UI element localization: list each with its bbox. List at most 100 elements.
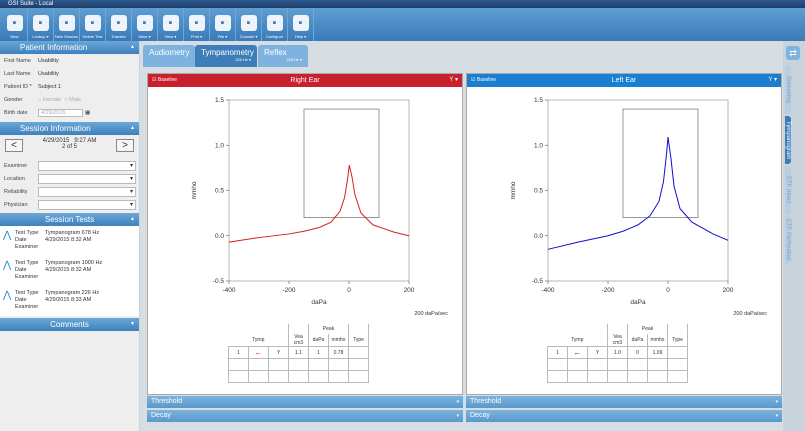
frequency-dropdown[interactable]: 226 Hz ▾ [235,57,251,62]
label: Test Type [15,230,39,236]
last-name-value[interactable]: Usability [38,70,59,77]
expand-icon[interactable]: ▾ [775,399,778,405]
refresh-icon[interactable]: ⇄ [786,46,800,60]
table-row[interactable]: 1 ← Y 1.0 0 1.09 [547,346,688,359]
session-tests-header[interactable]: Session Tests ▴ [0,213,139,226]
calendar-icon[interactable]: ▦ [85,109,91,116]
tympanogram-chart: -0.5 0.0 0.5 1.0 1.5 -400 -200 0 200 daPa mmho 200 … [191,97,448,317]
tab-reflex[interactable]: Reflex 226 Hz ▾ [258,45,308,67]
right-tab[interactable]: ETF Perforated [785,216,791,264]
expand-icon[interactable]: ▾ [456,399,459,405]
table-cell [607,370,628,383]
birth-date-label: Birth date [4,109,28,116]
session-test-item[interactable]: ⋀ Test Type Tympanogram 1000 Hz Date 4/29/20… [0,256,139,286]
toolbar-button[interactable]: ▪ New [2,8,28,41]
field-dropdown[interactable] [38,199,136,210]
right-tab[interactable]: Screening [785,66,791,114]
right-tab[interactable]: ETF Intact [785,166,791,214]
baseline-checkbox[interactable]: ☑ Baseline [471,77,497,83]
male-radio[interactable]: ○ Male [64,96,82,103]
toolbar-button[interactable]: ▪ Delete Test [80,8,106,41]
table-row[interactable]: 1 ← Y 1.1 1 0.78 [228,346,369,359]
patient-info-header[interactable]: Patient Information ▴ [0,41,139,54]
toolbar-label: Help ▾ [294,34,307,39]
field-dropdown[interactable] [38,160,136,171]
section-title: Patient Information [20,43,88,52]
table-row[interactable] [547,358,688,371]
toolbar-button[interactable]: ▪ New Session [54,8,80,41]
toolbar-button[interactable]: ▪ Counsel ▾ [236,8,262,41]
collapse-icon[interactable]: ▴ [130,125,134,131]
column-header: daPa [308,334,329,347]
frequency-dropdown[interactable]: 226 Hz ▾ [286,57,302,62]
threshold-bar[interactable]: Threshold ▾ [147,396,463,408]
tab-label: Tympanometry [201,48,254,57]
birth-date-input[interactable]: 4/29/2015 [38,108,83,117]
table-cell [328,370,349,383]
expand-icon[interactable]: ▾ [130,321,134,327]
y-dropdown[interactable]: Y ▾ [768,77,777,83]
toolbar-button[interactable]: ▪ File ▾ [210,8,236,41]
session-count: 2 of 5 [61,144,77,150]
test-type: Tympanogram 226 Hz [45,290,100,296]
main-area: Audiometry Tympanometry 226 Hz ▾ Reflex 22… [140,41,783,431]
session-test-item[interactable]: ⋀ Test Type Tympanogram 678 Hz Date 4/29/201… [0,226,139,256]
tab-tympanometry[interactable]: Tympanometry 226 Hz ▾ [195,45,257,67]
y-tick-label: 0.5 [215,188,224,195]
left-ear-panel: ☑ Baseline Left Ear Y ▾ -0.5 0.0 0.5 1.0 1.5 -40… [466,73,782,395]
first-name-value[interactable]: Usability [38,57,59,64]
field-dropdown[interactable] [38,173,136,184]
table-cell [667,358,688,371]
next-session-button[interactable]: > [116,139,134,152]
table-cell: 0.78 [328,346,349,359]
right-tab[interactable]: Tympanogram [785,116,791,164]
session-info-header[interactable]: Session Information ▴ [0,122,139,135]
table-cell [647,370,668,383]
field-label: Physician [4,201,28,208]
toolbar-button[interactable]: ▪ Help ▾ [288,8,314,41]
x-tick-label: -400 [222,287,235,294]
field-dropdown[interactable] [38,186,136,197]
trash-icon: ▪ [84,15,101,31]
table-cell: Y [268,346,289,359]
decay-bar[interactable]: Decay ▾ [466,410,782,422]
toolbar: ▪ New ▪ Lookup ▾ ▪ New Session ▪ Delete Test ▪ Tr… [0,8,805,41]
toolbar-button[interactable]: ▪ Lookup ▾ [28,8,54,41]
toolbar-button[interactable]: ▪ Save ▾ [132,8,158,41]
tympanogram-curve [547,137,729,250]
table-cell: 0 [627,346,648,359]
baseline-label: Baseline [476,77,497,83]
prev-session-button[interactable]: < [5,139,23,152]
toolbar-button[interactable]: ▪ Configure [262,8,288,41]
toolbar-button[interactable]: ▪ View ▾ [158,8,184,41]
patient-id-value[interactable]: Subject 1 [38,83,61,90]
table-row[interactable] [547,370,688,383]
session-test-item[interactable]: ⋀ Test Type Tympanogram 226 Hz Date 4/29/201… [0,286,139,316]
collapse-icon[interactable]: ▴ [130,216,134,222]
female-radio[interactable]: ○ Female [38,96,62,103]
table-row[interactable] [228,358,369,371]
threshold-bar[interactable]: Threshold ▾ [466,396,782,408]
expand-icon[interactable]: ▾ [456,413,459,419]
tab-audiometry[interactable]: Audiometry [143,45,195,67]
y-tick-label: 1.0 [215,142,224,149]
table-cell [587,358,608,371]
toolbar-label: File ▾ [217,34,228,39]
toolbar-button[interactable]: ▪ Transfer [106,8,132,41]
counsel-icon: ▪ [240,15,257,31]
test-date: 4/29/2015 8:33 AM [45,297,92,303]
y-dropdown[interactable]: Y ▾ [449,77,458,83]
decay-bar[interactable]: Decay ▾ [147,410,463,422]
table-cell [667,370,688,383]
comments-header[interactable]: Comments ▾ [0,318,139,331]
baseline-checkbox[interactable]: ☑ Baseline [152,77,178,83]
table-row[interactable] [228,370,369,383]
expand-icon[interactable]: ▾ [775,413,778,419]
toolbar-button[interactable]: ▪ Print ▾ [184,8,210,41]
table-cell [348,358,369,371]
first-name-label: First Name [4,57,31,64]
column-header: mmho [328,334,349,347]
collapse-icon[interactable]: ▴ [130,44,134,50]
folder-icon: ▪ [214,15,231,31]
field-label: Examiner [4,162,28,169]
